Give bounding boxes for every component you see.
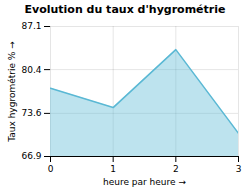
svg-text:0: 0 xyxy=(48,164,54,174)
html-text:Evolution du taux d'hygrométri: Evolution du taux d'hygrométrie xyxy=(24,3,226,16)
svg-text:80.4: 80.4 xyxy=(21,64,41,74)
svg-text:Taux hygrométrie % →: Taux hygrométrie % → xyxy=(7,41,17,143)
svg-text:73.6: 73.6 xyxy=(21,108,41,118)
svg-text:1: 1 xyxy=(110,164,116,174)
svg-text:heure par heure →: heure par heure → xyxy=(103,177,186,187)
svg-text:87.1: 87.1 xyxy=(21,21,41,31)
svg-text:2: 2 xyxy=(173,164,179,174)
svg-text:3: 3 xyxy=(236,164,242,174)
svg-text:66.9: 66.9 xyxy=(21,151,41,161)
